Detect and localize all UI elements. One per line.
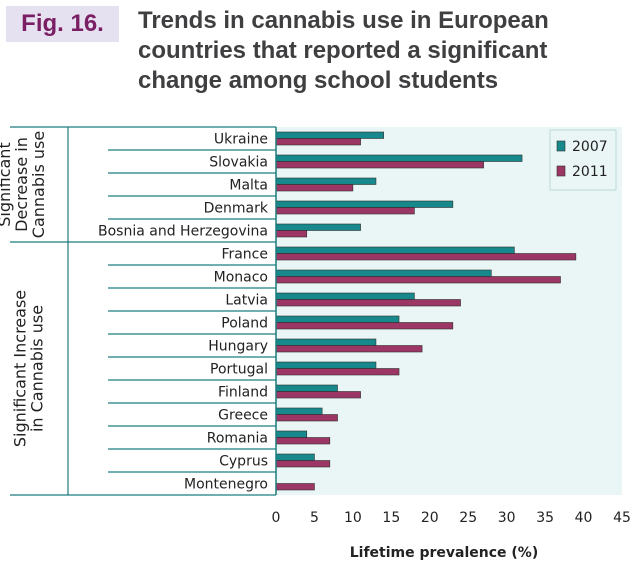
legend-swatch-2007 [556,140,566,152]
figure-title-line-3: change among school students [138,67,499,94]
legend-label-2011: 2011 [572,164,608,180]
x-tick-label: 5 [310,510,319,526]
bar-2007-finland [275,384,338,392]
x-tick-label: 15 [382,510,400,526]
x-tick-label: 25 [459,510,477,526]
bar-2011-finland [275,391,361,399]
bar-2011-greece [275,414,338,422]
legend-label-2007: 2007 [572,139,608,155]
figure-number-badge: Fig. 16. [6,6,119,42]
x-axis-label: Lifetime prevalence (%) [350,545,539,561]
group-label-decrease-line-1: Significant [0,142,14,226]
x-tick-label: 30 [498,510,516,526]
x-tick-label: 10 [344,510,362,526]
bar-2011-france [275,253,577,261]
category-label-slovakia: Slovakia [209,155,268,171]
category-label-latvia: Latvia [225,293,268,309]
category-label-ukraine: Ukraine [214,132,268,148]
bar-2007-slovakia [275,154,523,162]
bar-2011-latvia [275,299,461,307]
group-label-increase-line-1: Significant Increase [11,290,30,447]
bar-2007-ukraine [275,131,384,139]
figure-title: Trends in cannabis use in European count… [138,6,633,96]
figure-title-line-1: Trends in cannabis use in European [138,7,549,34]
bar-2011-poland [275,322,454,330]
x-tick-label: 20 [421,510,439,526]
group-label-increase-line-2: in Cannabis use [28,305,47,432]
legend-swatch-2011 [556,165,566,177]
bar-2011-montenegro [275,483,315,491]
figure-title-line-2: countries that reported a significant [138,37,548,64]
bar-2007-romania [275,430,308,438]
category-label-hungary: Hungary [208,339,268,355]
bar-2007-poland [275,315,400,323]
bar-2011-romania [275,437,331,445]
bar-2011-portugal [275,368,400,376]
x-tick-label: 0 [272,510,281,526]
bar-2007-france [275,246,515,254]
x-tick-label: 40 [575,510,593,526]
bar-2011-malta [275,184,354,192]
bar-2007-greece [275,407,323,415]
bar-2007-latvia [275,292,415,300]
bar-2007-denmark [275,200,454,208]
category-label-cyprus: Cyprus [219,454,268,470]
bar-2007-portugal [275,361,377,369]
bar-2007-cyprus [275,453,315,461]
category-label-malta: Malta [229,178,268,194]
group-label-decrease-line-2: Decrease in [12,137,31,232]
legend-box [549,129,617,191]
category-label-poland: Poland [221,316,268,332]
category-label-romania: Romania [207,431,268,447]
x-tick-label: 35 [536,510,554,526]
bar-2007-monaco [275,269,492,277]
bar-2011-denmark [275,207,415,215]
group-label-decrease-line-3: Cannabis use [29,131,48,238]
category-label-greece: Greece [218,408,268,424]
bar-2007-hungary [275,338,377,346]
bar-2007-malta [275,177,377,185]
category-label-monaco: Monaco [214,270,268,286]
bar-2011-hungary [275,345,423,353]
category-label-bosnia-and-herzegovina: Bosnia and Herzegovina [98,224,268,240]
bar-2011-ukraine [275,138,361,146]
bar-2007-bosnia-and-herzegovina [275,223,361,231]
bar-2011-cyprus [275,460,331,468]
bar-2011-monaco [275,276,561,284]
category-label-denmark: Denmark [204,201,269,217]
x-tick-label: 45 [613,510,631,526]
bar-2011-bosnia-and-herzegovina [275,230,308,238]
bar-2011-slovakia [275,161,484,169]
category-label-montenegro: Montenegro [184,477,268,493]
category-label-portugal: Portugal [210,362,268,378]
category-label-france: France [221,247,268,263]
category-label-finland: Finland [218,385,268,401]
